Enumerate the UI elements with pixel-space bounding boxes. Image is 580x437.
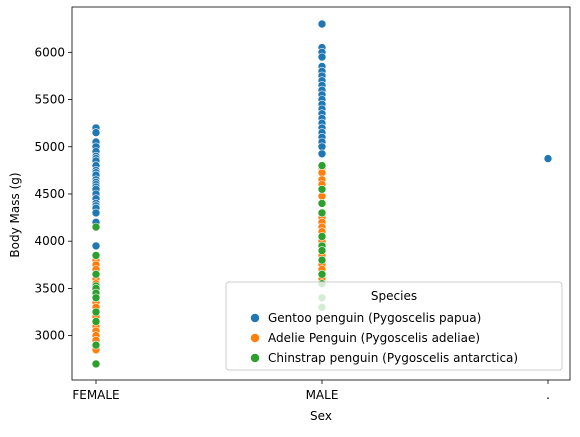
data-point	[317, 52, 327, 62]
data-point	[91, 241, 101, 251]
y-tick-label: 5500	[34, 93, 65, 107]
x-axis-label: Sex	[310, 409, 332, 423]
data-point	[317, 199, 327, 208]
x-tick-label: MALE	[306, 388, 339, 402]
legend-marker	[250, 333, 260, 343]
y-tick-label: 5000	[34, 140, 65, 154]
legend-entry-label: Chinstrap penguin (Pygoscelis antarctica…	[268, 351, 518, 365]
data-point	[91, 293, 101, 303]
data-point	[91, 222, 101, 232]
legend: Species Gentoo penguin (Pygoscelis papua…	[225, 281, 563, 371]
points-layer	[91, 19, 553, 369]
legend-marker	[250, 313, 260, 323]
data-point	[317, 269, 327, 279]
y-axis-label: Body Mass (g)	[8, 172, 22, 257]
data-point	[317, 149, 327, 159]
data-point	[543, 154, 553, 163]
y-tick-label: 4500	[34, 187, 65, 201]
y-tick-label: 6000	[34, 45, 65, 59]
data-point	[317, 19, 327, 29]
data-point	[317, 255, 327, 265]
legend-title: Species	[371, 289, 417, 303]
legend-entry-label: Gentoo penguin (Pygoscelis papua)	[268, 311, 481, 325]
data-point	[91, 317, 101, 326]
data-point	[91, 251, 101, 260]
data-point	[91, 307, 101, 317]
data-point	[91, 340, 101, 350]
data-point	[317, 161, 327, 170]
legend-entries: Gentoo penguin (Pygoscelis papua) Adelie …	[250, 311, 518, 365]
data-point	[91, 208, 101, 218]
y-tick-label: 3500	[34, 281, 65, 295]
legend-frame	[225, 281, 563, 371]
legend-marker	[250, 353, 260, 363]
data-point	[91, 359, 101, 369]
legend-entry-label: Adelie Penguin (Pygoscelis adeliae)	[268, 331, 480, 345]
data-point	[317, 208, 327, 218]
data-point	[317, 185, 327, 194]
x-tick-label: .	[546, 388, 550, 402]
x-tick-label: FEMALE	[72, 388, 119, 402]
y-tick-label: 3000	[34, 329, 65, 343]
data-point	[317, 232, 327, 241]
plot-frame	[71, 6, 571, 381]
data-point	[91, 128, 101, 137]
data-point	[317, 246, 327, 255]
y-tick-label: 4000	[34, 234, 65, 248]
axes-layer: 3000 3500 4000 4500 5000 5500 6000 FEMALE MALE.	[34, 6, 571, 402]
data-point	[91, 269, 101, 279]
